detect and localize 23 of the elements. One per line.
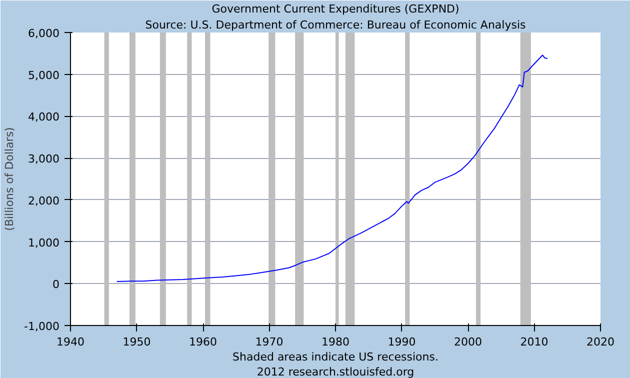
y-axis-title: (Billions of Dollars) xyxy=(3,127,16,231)
x-tick-label: 2020 xyxy=(586,336,615,348)
x-tick-label: 1970 xyxy=(255,336,284,348)
chart-subtitle: Source: U.S. Department of Commerce: Bureau of Economic Analysis xyxy=(145,18,526,32)
y-tick-label: 3,000 xyxy=(28,152,60,166)
text: 2012 research.stlouisfed.org xyxy=(256,366,414,378)
x-tick-label: 2000 xyxy=(454,336,482,348)
y-tick-label: 2,000 xyxy=(28,194,60,208)
chart-title: Government Current Expenditures (GEXPND) xyxy=(212,2,460,16)
line-series xyxy=(116,54,548,282)
x-tick-label: 1980 xyxy=(322,336,350,348)
x-tick-label: 1940 xyxy=(56,336,85,348)
text: Shaded areas indicate US recessions. xyxy=(232,350,438,364)
y-tick-label: 4,000 xyxy=(28,110,60,124)
y-tick-label: 5,000 xyxy=(28,68,60,82)
x-tick-label: 1950 xyxy=(122,336,151,348)
y-tick-label: -1,000 xyxy=(24,320,60,333)
x-tick-label: 2010 xyxy=(520,336,548,348)
x-tick-label: 1960 xyxy=(189,336,218,348)
y-tick-label: 0 xyxy=(52,278,60,292)
x-tick-label: 1990 xyxy=(388,336,416,348)
y-tick-label: 6,000 xyxy=(28,27,60,40)
y-tick-label: 1,000 xyxy=(28,236,60,250)
